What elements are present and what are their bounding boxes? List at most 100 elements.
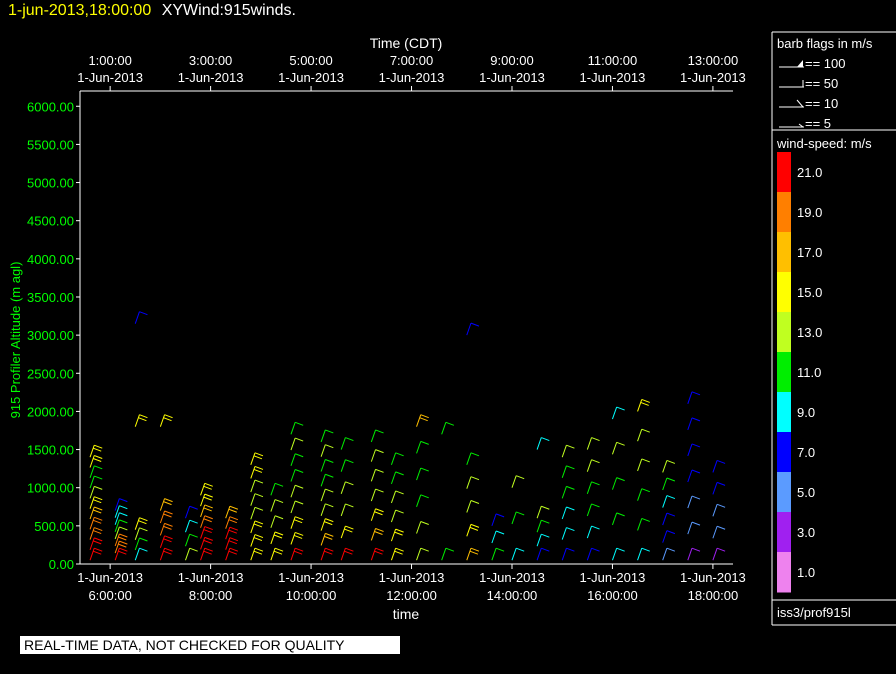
- wind-barb-shaft: [270, 531, 276, 545]
- wind-barb-shaft: [320, 518, 326, 531]
- wind-barb-flag: [163, 550, 172, 555]
- wind-barb-flag: [294, 547, 304, 552]
- colorbar-label: 1.0: [797, 565, 815, 580]
- wind-barb-shaft: [491, 548, 497, 561]
- wind-barb-flag: [495, 513, 505, 518]
- top-tick-date: 1-Jun-2013: [479, 70, 545, 85]
- wind-barb-shaft: [340, 437, 346, 450]
- wind-barb-shaft: [185, 534, 191, 547]
- wind-barb-shaft: [712, 504, 718, 517]
- wind-barb-flag: [591, 525, 600, 530]
- wind-barb-shaft: [320, 444, 326, 457]
- wind-barb-flag: [374, 550, 383, 555]
- wind-barb-flag: [394, 550, 403, 555]
- wind-barb-shaft: [390, 490, 397, 504]
- wind-barb-flag: [94, 496, 103, 501]
- wind-barb-flag: [395, 471, 404, 476]
- y-tick-label: 1000.00: [27, 481, 74, 496]
- colorbar: 21.0 19.0 17.0 15.0 13.0 11.0 9.0 7.0 5.0 3.0 1.0: [777, 152, 822, 593]
- wind-barb-flag: [203, 550, 212, 555]
- wind-barb-shaft: [712, 548, 718, 561]
- wind-barb-shaft: [290, 469, 296, 482]
- wind-barb-shaft: [416, 521, 422, 534]
- wind-barb-shaft: [290, 422, 296, 435]
- wind-barb-shaft: [491, 513, 497, 527]
- colorbar-segment: [777, 472, 791, 513]
- wind-barb-flag: [164, 498, 173, 503]
- wind-barb-shaft: [250, 452, 256, 465]
- wind-barb-shaft: [114, 533, 120, 547]
- wind-barb-flag: [139, 537, 148, 542]
- colorbar-segment: [777, 152, 791, 193]
- top-tick-time: 5:00:00: [289, 53, 332, 68]
- y-tick-label: 6000.00: [27, 99, 74, 114]
- colorbar-label: 15.0: [797, 285, 822, 300]
- wind-barb-flag: [641, 428, 650, 433]
- wind-barb-flag: [591, 547, 600, 552]
- wind-barb-shaft: [662, 495, 668, 508]
- wind-barb-shaft: [416, 441, 422, 454]
- wind-barb-flag: [375, 508, 384, 513]
- wind-barb-flag: [163, 417, 172, 422]
- wind-profile: [466, 322, 480, 561]
- wind-barb-flag: [325, 444, 334, 449]
- wind-barb-flag: [666, 459, 676, 464]
- wind-barb-flag: [395, 490, 404, 495]
- wind-barb-flag: [324, 521, 333, 526]
- barb-legend-label: == 10: [805, 96, 838, 111]
- top-tick-date: 1-Jun-2013: [580, 70, 646, 85]
- wind-barb-flag: [274, 499, 284, 504]
- wind-barb-flag: [566, 506, 575, 511]
- wind-barb-flag: [666, 495, 676, 500]
- quality-banner: REAL-TIME DATA, NOT CHECKED FOR QUALITY: [20, 636, 400, 654]
- plot-area: [89, 311, 726, 561]
- wind-barb-shaft: [511, 475, 517, 488]
- wind-barb-flag: [325, 473, 334, 478]
- wind-barb-flag: [204, 526, 213, 531]
- wind-barb-shaft: [466, 548, 472, 561]
- y-tick-label: 2000.00: [27, 404, 74, 419]
- wind-barb-flag: [229, 537, 239, 542]
- wind-barb-flag: [204, 482, 213, 487]
- colorbar-segment: [777, 232, 791, 273]
- wind-barb-shaft: [290, 548, 296, 561]
- wind-profile: [712, 459, 726, 561]
- barb-legend-tick: [798, 123, 804, 128]
- wind-barb-flag: [119, 498, 128, 503]
- wind-barb-shaft: [370, 508, 377, 521]
- wind-barb-flag: [375, 488, 384, 493]
- wind-barb-flag: [164, 414, 173, 419]
- wind-barb-flag: [470, 452, 480, 457]
- wind-barb-flag: [294, 531, 304, 536]
- wind-barb-shaft: [637, 488, 643, 501]
- wind-barb-flag: [374, 511, 383, 516]
- wind-barb-shaft: [320, 488, 326, 502]
- wind-barb-flag: [324, 535, 333, 540]
- wind-barb-flag: [666, 547, 676, 552]
- barb-legend-items: == 100 == 50 == 10 == 5: [779, 56, 846, 131]
- bottom-tick-time: 14:00:00: [487, 588, 538, 603]
- wind-barb-shaft: [466, 452, 472, 465]
- wind-barb-flag: [495, 530, 505, 535]
- wind-barb-shaft: [611, 477, 618, 490]
- wind-barb-flag: [163, 538, 172, 543]
- wind-barb-flag: [616, 512, 625, 517]
- wind-barb-shaft: [561, 445, 567, 458]
- wind-barb-shaft: [370, 469, 377, 482]
- wind-barb-flag: [254, 520, 264, 525]
- wind-barb-flag: [203, 539, 212, 544]
- wind-barb-shaft: [159, 523, 166, 536]
- wind-barb-flag: [204, 515, 213, 520]
- wind-barb-flag: [119, 505, 128, 510]
- top-tick-time: 9:00:00: [490, 53, 533, 68]
- bottom-tick-time: 18:00:00: [688, 588, 739, 603]
- wind-barb-shaft: [320, 533, 326, 546]
- wind-barb-flag: [253, 523, 263, 528]
- wind-barb-flag: [93, 519, 102, 524]
- wind-barb-shaft: [320, 474, 326, 487]
- wind-barb-flag: [470, 547, 480, 552]
- wind-barb-shaft: [662, 512, 668, 526]
- wind-barb-shaft: [114, 526, 120, 540]
- wind-barb-flag: [164, 535, 173, 540]
